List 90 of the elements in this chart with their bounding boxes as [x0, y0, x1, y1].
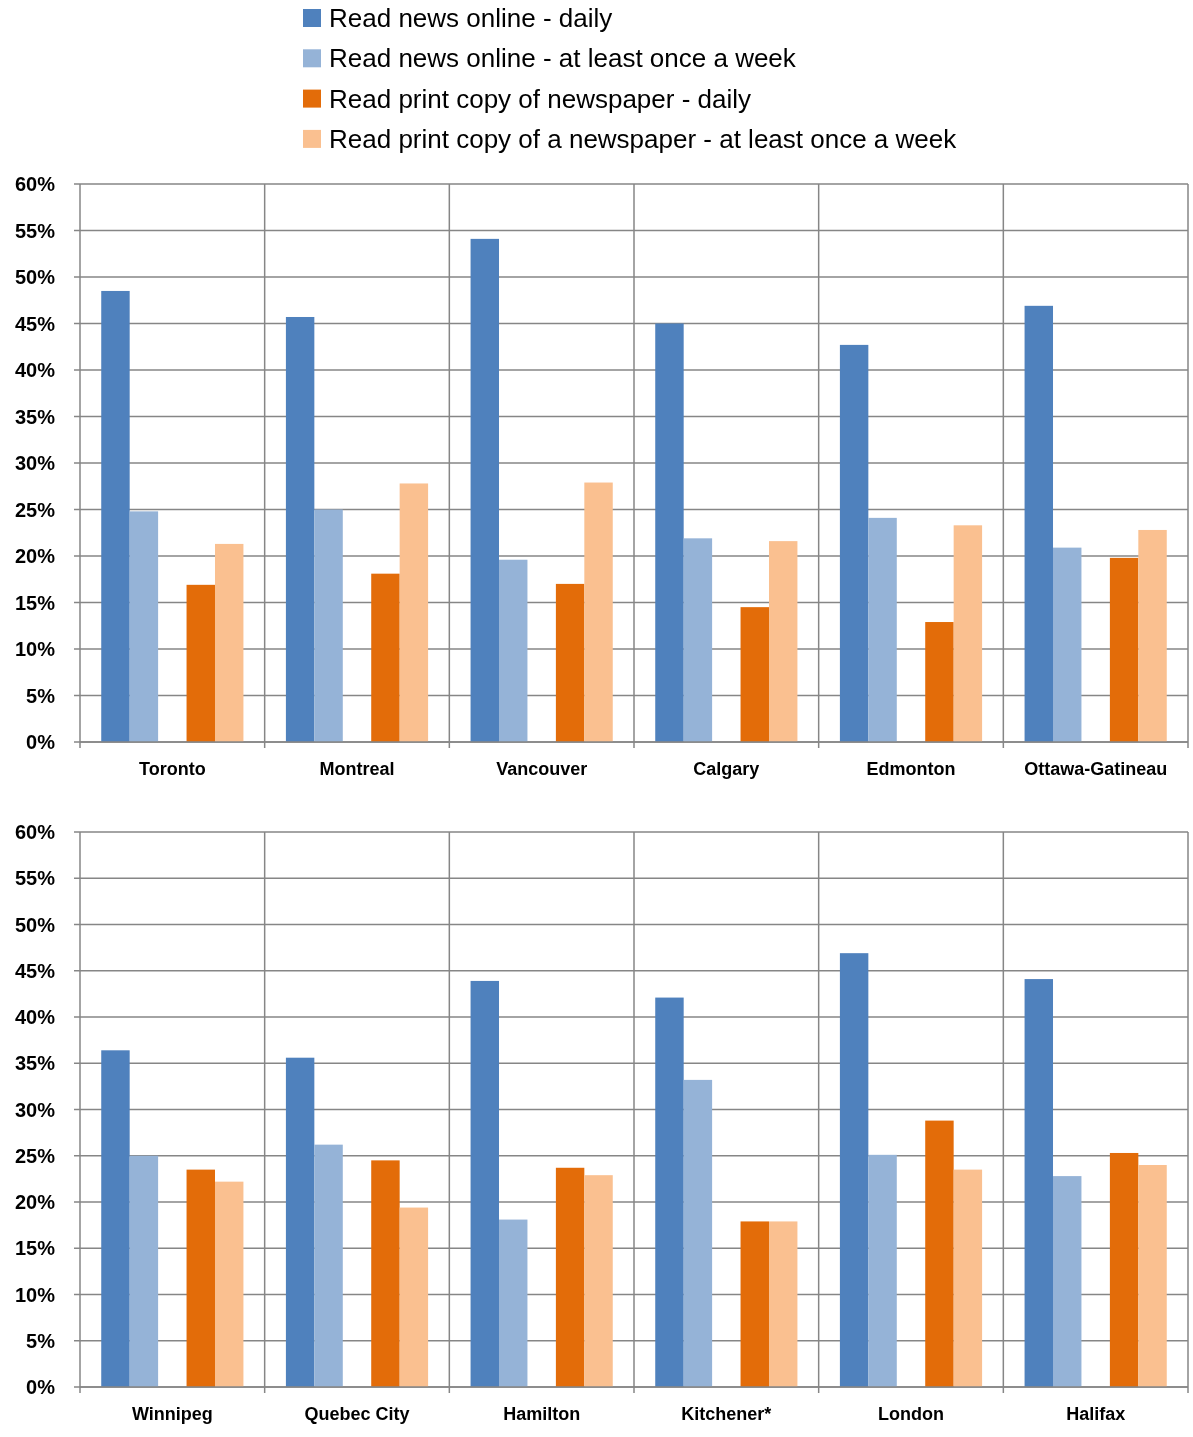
bar	[399, 483, 429, 742]
x-tick-label: Quebec City	[304, 1404, 410, 1425]
y-tick-label: 35%	[14, 1052, 56, 1075]
y-tick-label: 40%	[14, 359, 56, 381]
x-tick-label: London	[878, 1404, 944, 1425]
bar	[285, 316, 315, 742]
legend-label: Read news online - daily	[329, 3, 613, 34]
y-tick-label: 30%	[14, 452, 56, 474]
y-tick-label: 0%	[26, 1376, 56, 1398]
bar	[1024, 305, 1054, 742]
y-tick-label: 25%	[14, 1144, 56, 1167]
y-tick-label: 40%	[14, 1006, 56, 1028]
bar	[839, 953, 869, 1387]
bar	[101, 1050, 130, 1387]
bar	[186, 584, 215, 742]
bar	[1138, 1165, 1167, 1387]
bar	[768, 1221, 798, 1388]
bar	[1109, 557, 1139, 742]
legend-label: Read print copy of a newspaper - at least once a week	[329, 124, 958, 154]
bar	[1109, 1152, 1139, 1387]
bar	[740, 1221, 769, 1388]
bar	[1138, 529, 1167, 742]
y-tick-label: 45%	[14, 959, 56, 982]
bar	[186, 1169, 215, 1387]
y-tick-label: 25%	[14, 498, 56, 521]
y-tick-label: 30%	[14, 1098, 56, 1121]
y-tick-label: 50%	[14, 266, 56, 288]
bar	[584, 482, 613, 742]
x-tick-label: Edmonton	[866, 759, 956, 780]
bar	[683, 538, 713, 742]
bar	[655, 323, 684, 742]
x-tick-label: Calgary	[693, 759, 760, 780]
bar	[868, 517, 897, 742]
y-tick-label: 15%	[14, 591, 56, 614]
bar	[499, 559, 528, 742]
legend-label: Read news online - at least once a week	[329, 43, 797, 74]
bar	[214, 1181, 244, 1387]
bar	[768, 541, 798, 742]
x-tick-label: Halifax	[1066, 1404, 1126, 1425]
x-tick-label: Ottawa-Gatineau	[1024, 759, 1168, 780]
bar	[314, 509, 343, 742]
bar	[399, 1207, 429, 1387]
bar	[371, 1160, 400, 1388]
bar	[214, 543, 244, 742]
y-tick-label: 10%	[14, 638, 56, 660]
bar	[839, 344, 869, 742]
bar	[314, 1144, 343, 1387]
y-tick-label: 0%	[26, 731, 56, 753]
x-tick-label: Hamilton	[503, 1404, 581, 1425]
bar	[129, 511, 159, 742]
y-tick-label: 5%	[26, 684, 56, 707]
y-tick-label: 20%	[14, 1191, 56, 1213]
bar	[868, 1154, 897, 1387]
bar	[953, 1169, 983, 1387]
y-tick-label: 50%	[14, 913, 56, 936]
bar	[925, 622, 954, 742]
x-tick-label: Montreal	[319, 759, 395, 780]
y-tick-label: 60%	[14, 821, 56, 843]
bar	[470, 238, 500, 742]
y-tick-label: 35%	[14, 405, 56, 428]
bar	[1024, 979, 1054, 1387]
bar	[584, 1175, 613, 1388]
bar	[925, 1120, 954, 1387]
bar	[740, 607, 769, 742]
y-tick-label: 55%	[14, 219, 56, 242]
bar	[683, 1079, 713, 1387]
bar	[1053, 1176, 1082, 1387]
bar	[285, 1057, 315, 1387]
y-tick-label: 45%	[14, 312, 56, 335]
bar	[655, 997, 684, 1387]
y-tick-label: 5%	[26, 1329, 56, 1352]
bar	[555, 583, 585, 742]
y-tick-label: 60%	[14, 173, 56, 195]
bar	[953, 525, 983, 742]
bar	[499, 1219, 528, 1387]
x-tick-label: Vancouver	[496, 759, 588, 780]
bar	[101, 290, 130, 742]
bar	[129, 1155, 159, 1387]
y-tick-label: 10%	[14, 1283, 56, 1306]
y-tick-label: 20%	[14, 545, 56, 567]
x-tick-label: Toronto	[139, 759, 206, 780]
bar	[1053, 547, 1082, 742]
y-tick-label: 55%	[14, 867, 56, 890]
x-tick-label: Kitchener*	[681, 1404, 772, 1425]
x-tick-label: Winnipeg	[131, 1404, 213, 1425]
legend-label: Read print copy of newspaper - daily	[329, 83, 752, 114]
bar	[470, 980, 500, 1387]
bar	[555, 1167, 585, 1388]
y-tick-label: 15%	[14, 1237, 56, 1260]
bar	[371, 573, 400, 742]
